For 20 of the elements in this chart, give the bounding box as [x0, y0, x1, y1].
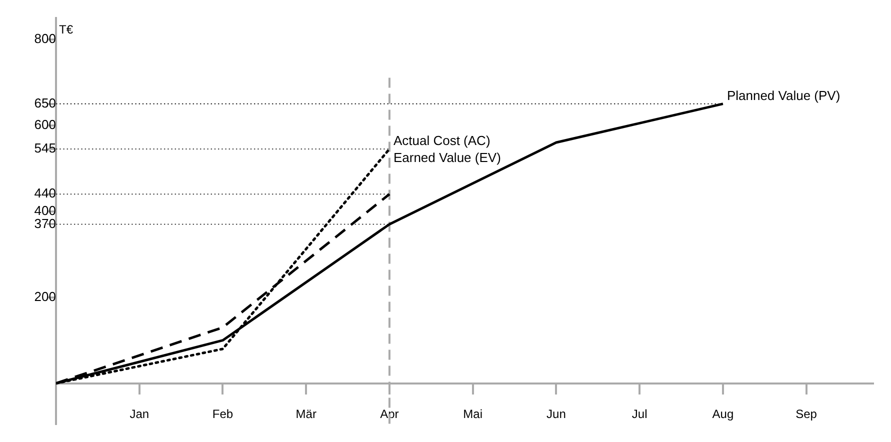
series-label: Planned Value (PV) [726, 88, 840, 103]
x-tick-label: Feb [212, 406, 234, 421]
y-tick-label: 650 [34, 95, 56, 110]
y-tick-label: 370 [34, 216, 56, 231]
x-tick-label: Jul [632, 406, 648, 421]
y-tick-label: 600 [34, 116, 56, 132]
x-tick-label: Jun [546, 406, 566, 421]
x-tick-label: Aug [712, 406, 734, 421]
x-tick-label: Jan [130, 406, 150, 421]
series-label: Actual Cost (AC) [393, 133, 490, 148]
x-tick-label: Sep [796, 406, 818, 421]
y-tick-label: 545 [34, 140, 56, 156]
x-tick-label: Mai [463, 406, 483, 421]
y-tick-label: 440 [34, 186, 56, 201]
y-tick-label: 400 [34, 202, 56, 218]
y-tick-label: 800 [34, 30, 56, 46]
x-tick-label: Mär [296, 406, 316, 421]
y-tick-label: 200 [34, 288, 56, 304]
text: Earned Value (EV) [393, 150, 501, 166]
y-axis-title: T€ [59, 22, 74, 37]
